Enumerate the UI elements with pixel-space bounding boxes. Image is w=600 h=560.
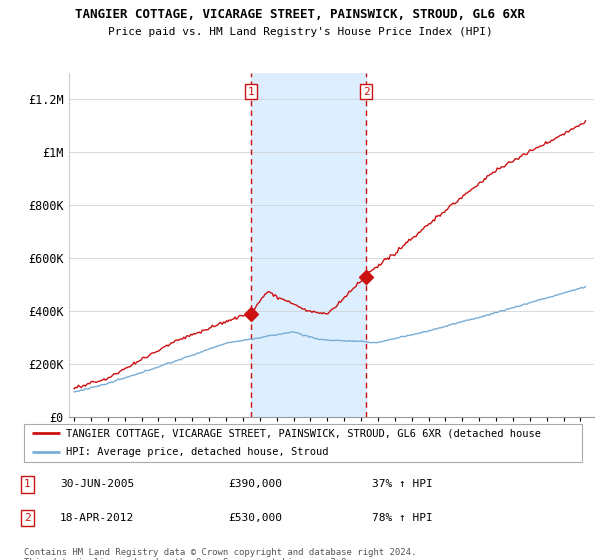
Text: 37% ↑ HPI: 37% ↑ HPI xyxy=(372,479,433,489)
Text: 2: 2 xyxy=(24,513,31,523)
Text: 1: 1 xyxy=(24,479,31,489)
Text: 30-JUN-2005: 30-JUN-2005 xyxy=(60,479,134,489)
Text: 78% ↑ HPI: 78% ↑ HPI xyxy=(372,513,433,523)
FancyBboxPatch shape xyxy=(24,424,582,462)
Text: TANGIER COTTAGE, VICARAGE STREET, PAINSWICK, STROUD, GL6 6XR (detached house: TANGIER COTTAGE, VICARAGE STREET, PAINSW… xyxy=(66,428,541,438)
Text: 1: 1 xyxy=(248,87,254,96)
Text: £530,000: £530,000 xyxy=(228,513,282,523)
Text: HPI: Average price, detached house, Stroud: HPI: Average price, detached house, Stro… xyxy=(66,447,328,458)
Text: 18-APR-2012: 18-APR-2012 xyxy=(60,513,134,523)
Text: Contains HM Land Registry data © Crown copyright and database right 2024.
This d: Contains HM Land Registry data © Crown c… xyxy=(24,548,416,560)
Bar xyxy=(251,73,366,417)
Text: TANGIER COTTAGE, VICARAGE STREET, PAINSWICK, STROUD, GL6 6XR: TANGIER COTTAGE, VICARAGE STREET, PAINSW… xyxy=(75,8,525,21)
Text: £390,000: £390,000 xyxy=(228,479,282,489)
Text: Price paid vs. HM Land Registry's House Price Index (HPI): Price paid vs. HM Land Registry's House … xyxy=(107,27,493,37)
Text: 2: 2 xyxy=(363,87,370,96)
